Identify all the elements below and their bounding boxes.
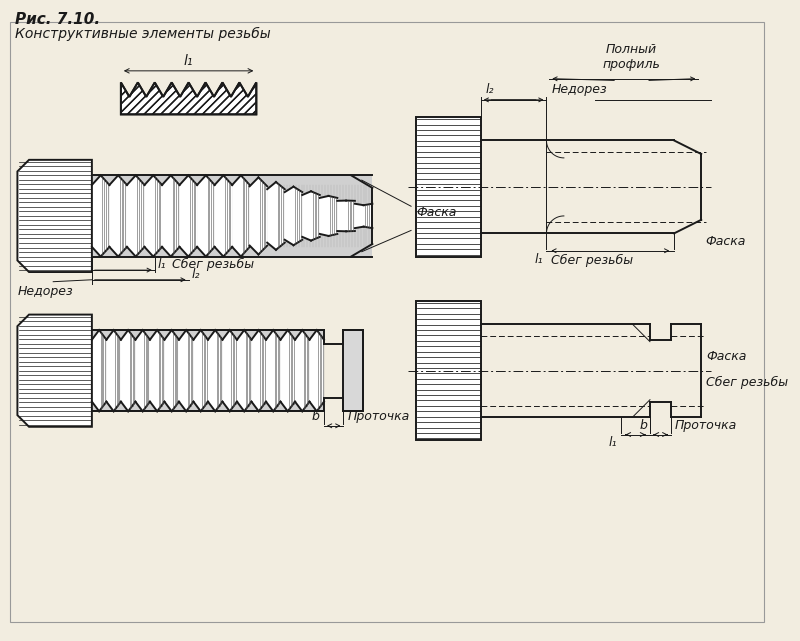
Text: Проточка: Проточка <box>675 419 738 431</box>
Polygon shape <box>214 175 232 256</box>
Polygon shape <box>179 175 197 256</box>
Text: l₁: l₁ <box>534 253 542 265</box>
Polygon shape <box>295 330 310 412</box>
Text: Сбег резьбы: Сбег резьбы <box>551 254 634 267</box>
Polygon shape <box>121 330 135 412</box>
Polygon shape <box>232 175 250 256</box>
Polygon shape <box>267 182 285 250</box>
Polygon shape <box>266 330 281 412</box>
Bar <box>416 117 481 256</box>
Text: Недорез: Недорез <box>18 285 73 297</box>
Polygon shape <box>250 178 267 254</box>
Polygon shape <box>145 175 162 256</box>
Polygon shape <box>302 191 320 240</box>
Polygon shape <box>179 330 194 412</box>
Polygon shape <box>338 201 355 231</box>
Polygon shape <box>237 330 251 412</box>
Polygon shape <box>162 175 179 256</box>
Text: l₂: l₂ <box>191 268 200 281</box>
Bar <box>92 175 372 256</box>
Polygon shape <box>121 83 256 114</box>
Text: b: b <box>311 410 319 423</box>
Polygon shape <box>92 330 106 412</box>
Text: Сбег резьбы: Сбег резьбы <box>706 376 788 388</box>
Bar <box>416 301 481 440</box>
Polygon shape <box>150 330 165 412</box>
Polygon shape <box>127 175 145 256</box>
Polygon shape <box>197 175 214 256</box>
Polygon shape <box>281 330 295 412</box>
Polygon shape <box>194 330 208 412</box>
Text: Фаска: Фаска <box>705 235 746 248</box>
Text: Рис. 7.10.: Рис. 7.10. <box>15 12 101 28</box>
Polygon shape <box>165 330 179 412</box>
Text: l₂: l₂ <box>486 83 494 96</box>
Polygon shape <box>222 330 237 412</box>
Polygon shape <box>355 204 372 228</box>
Bar <box>343 330 362 412</box>
Polygon shape <box>18 315 92 427</box>
Text: Полный
профиль: Полный профиль <box>602 43 661 71</box>
Text: l₁: l₁ <box>184 54 194 68</box>
Polygon shape <box>110 175 127 256</box>
Polygon shape <box>208 330 222 412</box>
Text: Сбег резьбы: Сбег резьбы <box>172 258 254 271</box>
Polygon shape <box>310 330 324 412</box>
Polygon shape <box>251 330 266 412</box>
Polygon shape <box>92 175 110 256</box>
Bar <box>92 330 324 412</box>
Text: l₁: l₁ <box>609 437 617 449</box>
Text: Недорез: Недорез <box>551 83 607 96</box>
Polygon shape <box>18 160 92 272</box>
Text: l₁: l₁ <box>158 258 166 271</box>
Text: Проточка: Проточка <box>347 410 410 423</box>
Polygon shape <box>320 196 338 236</box>
Polygon shape <box>106 330 121 412</box>
Polygon shape <box>285 187 302 246</box>
Text: Фаска: Фаска <box>706 350 746 363</box>
Text: Фаска: Фаска <box>416 206 456 219</box>
Polygon shape <box>135 330 150 412</box>
Text: Конструктивные элементы резьбы: Конструктивные элементы резьбы <box>15 27 271 41</box>
Text: b: b <box>639 419 647 431</box>
